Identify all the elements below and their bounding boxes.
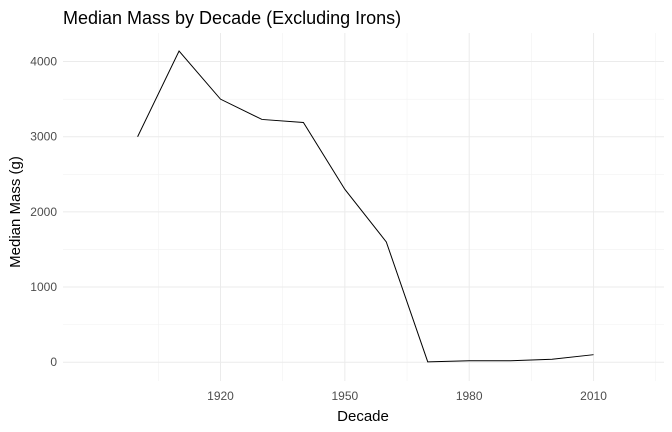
y-tick-label: 0 bbox=[50, 355, 57, 369]
y-axis-ticks: 0 1000 2000 3000 4000 bbox=[30, 55, 57, 370]
x-axis-ticks: 1920 1950 1980 2010 bbox=[207, 389, 607, 403]
series-line bbox=[137, 50, 594, 363]
x-tick-label: 1980 bbox=[456, 389, 483, 403]
y-tick-label: 4000 bbox=[30, 55, 57, 69]
gridlines bbox=[63, 33, 664, 381]
y-tick-label: 3000 bbox=[30, 130, 57, 144]
x-tick-label: 2010 bbox=[580, 389, 607, 403]
y-axis-title: Median Mass (g) bbox=[7, 156, 24, 268]
y-tick-label: 1000 bbox=[30, 280, 57, 294]
x-tick-label: 1920 bbox=[207, 389, 234, 403]
y-tick-label: 2000 bbox=[30, 205, 57, 219]
series-layer bbox=[137, 50, 594, 363]
chart-title: Median Mass by Decade (Excluding Irons) bbox=[63, 8, 401, 28]
x-axis-title: Decade bbox=[337, 408, 389, 425]
x-tick-label: 1950 bbox=[331, 389, 358, 403]
